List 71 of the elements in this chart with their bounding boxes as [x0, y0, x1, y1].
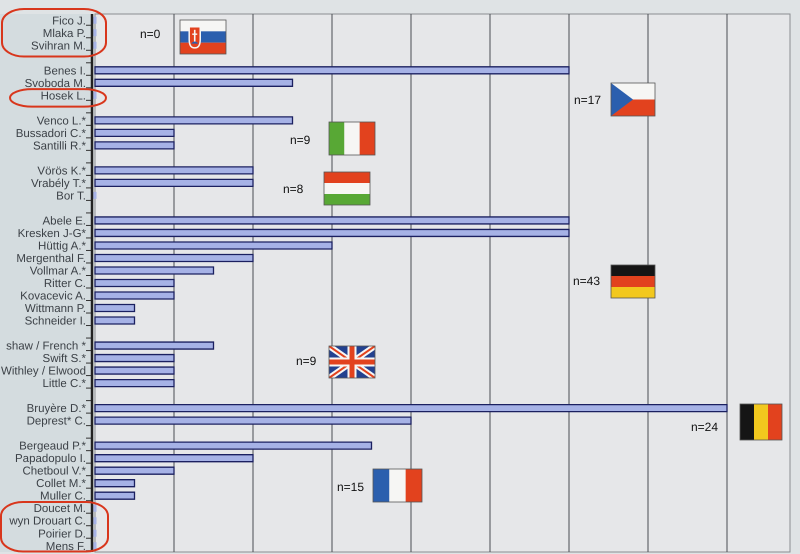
bar: [94, 316, 136, 325]
annotation: n=15: [337, 480, 364, 494]
bar: [94, 178, 254, 188]
bar: [94, 404, 728, 412]
y-tick-label: Schneider I.: [24, 316, 86, 328]
y-tick-label: Swift S.*: [42, 353, 87, 366]
annotation: n=43: [573, 274, 600, 288]
y-tick-label: Benes I.: [44, 65, 86, 78]
bar: [94, 366, 175, 375]
y-tick-label: wyn Drouart C.: [8, 516, 86, 528]
y-tick-label: Venco L.*: [36, 115, 87, 128]
y-tick-label: Little C.*: [42, 378, 87, 390]
bar: [94, 241, 333, 250]
bar: [94, 479, 136, 488]
bar: [94, 304, 136, 312]
bar: [94, 442, 372, 450]
bar: [94, 341, 214, 350]
y-tick-label: Santilli R.*: [32, 140, 87, 152]
annotation: n=9: [296, 354, 317, 368]
bar: [94, 141, 175, 150]
bar: [94, 416, 412, 425]
bar: [94, 116, 294, 124]
y-tick-label: Vrabély T.*: [31, 178, 87, 190]
y-tick-label: Collet M.*: [36, 478, 87, 490]
bar: [94, 291, 175, 300]
y-tick-label: Svihran M.: [31, 40, 86, 52]
y-tick-label: Fico J.: [52, 15, 86, 28]
y-tick-label: Bor T.: [56, 190, 86, 202]
y-tick-label: Vollmar A.*: [30, 266, 87, 278]
y-tick-label: shaw / French *: [6, 340, 87, 353]
y-tick-label: Bergeaud P.*: [19, 440, 87, 453]
bar: [94, 66, 570, 74]
bar: [94, 166, 254, 175]
bar: [94, 378, 175, 388]
y-tick-label: Wittmann P.: [24, 303, 86, 316]
bar: [94, 466, 175, 475]
y-tick-label: Mens F.: [46, 540, 86, 553]
y-tick-label: Bruyère D.*: [26, 403, 87, 416]
bar: [94, 228, 570, 238]
y-tick-label: Mlaka P.: [42, 28, 86, 40]
bar: [94, 266, 214, 275]
bar: [94, 354, 175, 362]
y-tick-label: Kresken J-G*: [18, 228, 87, 240]
annotation: n=9: [290, 133, 311, 147]
y-tick-label: Deprest* C.: [26, 416, 86, 428]
bar: [94, 278, 175, 288]
y-tick-label: Hosek L.: [40, 90, 86, 102]
annotation: n=0: [140, 27, 161, 41]
annotation: n=8: [283, 182, 304, 196]
y-tick-label: Vörös K.*: [37, 165, 87, 178]
bar: [94, 454, 254, 462]
bar: [94, 78, 294, 87]
y-tick-label: Ritter C.: [44, 278, 86, 290]
y-tick-label: Hüttig A.*: [38, 240, 87, 252]
annotation: n=24: [691, 420, 718, 434]
bar: [94, 216, 570, 225]
y-tick-label: Abele E.: [42, 215, 86, 228]
y-tick-label: Kovacevic A.: [20, 290, 86, 303]
bar: [94, 128, 175, 138]
y-tick-label: Bussadori C.*: [16, 128, 87, 140]
y-tick-label: Chetboul V.*: [22, 466, 87, 478]
bar: [94, 254, 254, 262]
annotation: n=17: [574, 93, 602, 107]
y-tick-label: Mergenthal F.: [16, 253, 86, 265]
y-tick-label: Muller C.: [40, 490, 86, 503]
bar: [94, 492, 136, 500]
y-tick-label: Withley / Elwood: [0, 366, 86, 378]
y-tick-label: Svoboda M.: [24, 78, 86, 90]
y-tick-label: Papadopulo I.: [15, 453, 86, 466]
y-tick-label: Poirier D.: [38, 528, 86, 540]
y-tick-label: Doucet M.: [34, 503, 86, 516]
